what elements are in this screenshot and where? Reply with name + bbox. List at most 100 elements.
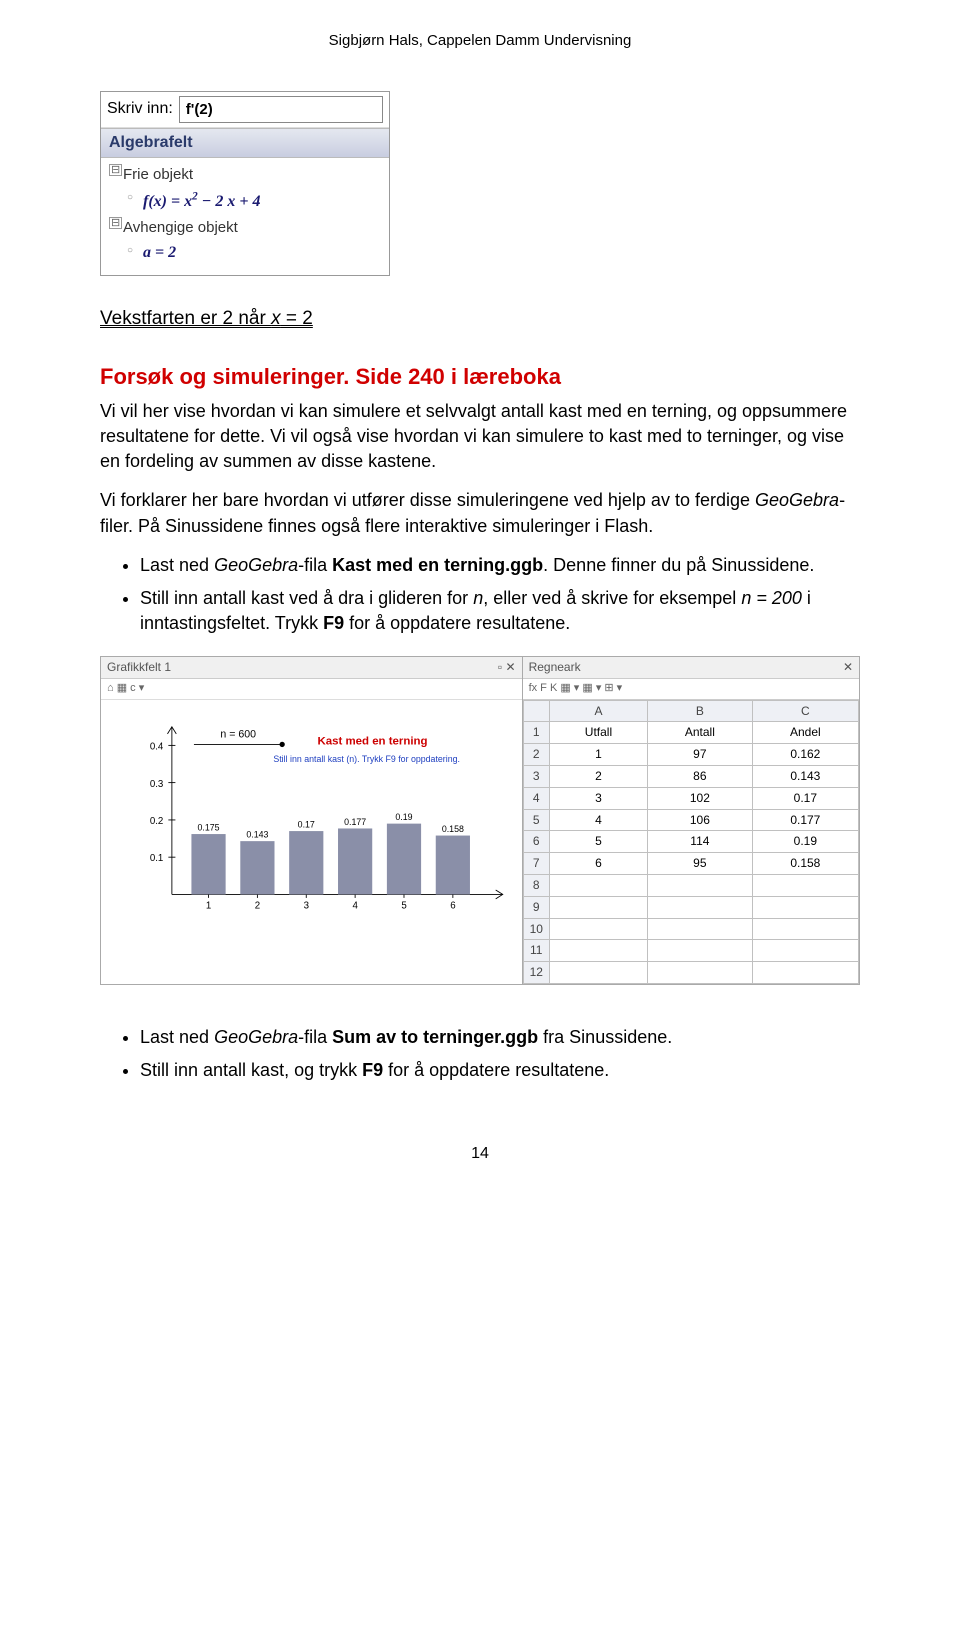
cell[interactable] — [752, 874, 858, 896]
row-number[interactable]: 7 — [523, 853, 549, 875]
bullet-1a: Last ned GeoGebra-fila Kast med en terni… — [140, 553, 860, 578]
cell[interactable]: 0.162 — [752, 744, 858, 766]
row-number[interactable]: 11 — [523, 940, 549, 962]
svg-text:0.3: 0.3 — [150, 778, 163, 789]
formula-text: f(x) = x2 − 2 x + 4 — [143, 193, 261, 210]
text: for å oppdatere resultatene. — [383, 1060, 609, 1080]
text: F9 — [323, 613, 344, 633]
cell[interactable]: Antall — [648, 722, 753, 744]
table-row[interactable]: 8 — [523, 874, 858, 896]
page-number: 14 — [100, 1143, 860, 1165]
bullet-list-1: Last ned GeoGebra-fila Kast med en terni… — [100, 553, 860, 637]
cell[interactable]: 114 — [648, 831, 753, 853]
cell[interactable]: 0.158 — [752, 853, 858, 875]
algebra-input[interactable]: f'(2) — [179, 96, 383, 123]
cell[interactable] — [752, 918, 858, 940]
svg-text:Kast med en terning: Kast med en terning — [317, 735, 427, 747]
text: n — [473, 588, 483, 608]
text: Sum av to terninger.ggb — [332, 1027, 538, 1047]
cell[interactable]: 95 — [648, 853, 753, 875]
table-row[interactable]: 1UtfallAntallAndel — [523, 722, 858, 744]
cell[interactable]: 102 — [648, 787, 753, 809]
column-header[interactable] — [523, 700, 549, 722]
table-row[interactable]: 11 — [523, 940, 858, 962]
table-row[interactable]: 32860.143 — [523, 765, 858, 787]
cell[interactable] — [648, 918, 753, 940]
input-label: Skriv inn: — [107, 98, 173, 120]
cell[interactable]: 86 — [648, 765, 753, 787]
cell[interactable] — [549, 918, 647, 940]
row-number[interactable]: 9 — [523, 896, 549, 918]
cell[interactable]: 4 — [549, 809, 647, 831]
row-number[interactable]: 8 — [523, 874, 549, 896]
table-row[interactable]: 431020.17 — [523, 787, 858, 809]
cell[interactable] — [648, 896, 753, 918]
cell[interactable] — [648, 962, 753, 984]
cell[interactable]: 3 — [549, 787, 647, 809]
text: . Denne finner du på Sinussidene. — [543, 555, 814, 575]
cell[interactable]: 2 — [549, 765, 647, 787]
table-row[interactable]: 21970.162 — [523, 744, 858, 766]
row-number[interactable]: 12 — [523, 962, 549, 984]
row-number[interactable]: 1 — [523, 722, 549, 744]
text: , eller ved å skrive for eksempel — [483, 588, 741, 608]
row-number[interactable]: 5 — [523, 809, 549, 831]
cell[interactable]: 106 — [648, 809, 753, 831]
row-number[interactable]: 4 — [523, 787, 549, 809]
graphics-pane-title: Grafikkfelt 1 ▫ ✕ — [101, 657, 522, 679]
bullet-list-2: Last ned GeoGebra-fila Sum av to terning… — [100, 1025, 860, 1083]
row-number[interactable]: 2 — [523, 744, 549, 766]
cell[interactable]: 0.17 — [752, 787, 858, 809]
row-number[interactable]: 3 — [523, 765, 549, 787]
text: -fila — [298, 1027, 332, 1047]
cell[interactable] — [648, 874, 753, 896]
text: Still inn antall kast ved å dra i glider… — [140, 588, 473, 608]
cell[interactable]: 5 — [549, 831, 647, 853]
column-header[interactable]: B — [648, 700, 753, 722]
table-row[interactable]: 541060.177 — [523, 809, 858, 831]
cell[interactable] — [752, 940, 858, 962]
text: GeoGebra — [214, 555, 298, 575]
cell[interactable] — [549, 940, 647, 962]
svg-text:0.158: 0.158 — [442, 824, 464, 834]
spreadsheet-table[interactable]: ABC 1UtfallAntallAndel21970.16232860.143… — [523, 700, 859, 984]
cell[interactable]: Utfall — [549, 722, 647, 744]
algebra-panel: Skriv inn: f'(2) Algebrafelt Frie objekt… — [100, 91, 390, 276]
cell[interactable] — [648, 940, 753, 962]
cell[interactable]: 97 — [648, 744, 753, 766]
cell[interactable]: Andel — [752, 722, 858, 744]
cell[interactable]: 0.177 — [752, 809, 858, 831]
free-objects-label: Frie objekt — [109, 162, 381, 187]
column-header[interactable]: A — [549, 700, 647, 722]
svg-text:2: 2 — [255, 900, 260, 911]
formula-item: f(x) = x2 − 2 x + 4 — [109, 187, 381, 215]
cell[interactable]: 6 — [549, 853, 647, 875]
table-row[interactable]: 10 — [523, 918, 858, 940]
table-row[interactable]: 9 — [523, 896, 858, 918]
column-header[interactable]: C — [752, 700, 858, 722]
table-row[interactable]: 76950.158 — [523, 853, 858, 875]
cell[interactable]: 0.143 — [752, 765, 858, 787]
sheet-toolbar[interactable]: fx F K ▦ ▾ ▦ ▾ ⊞ ▾ — [523, 679, 859, 699]
paragraph-1: Vi vil her vise hvordan vi kan simulere … — [100, 399, 860, 475]
text: F9 — [362, 1060, 383, 1080]
a-text: a = 2 — [143, 244, 176, 261]
text: Last ned — [140, 1027, 214, 1047]
table-row[interactable]: 651140.19 — [523, 831, 858, 853]
text: Kast med en terning.ggb — [332, 555, 543, 575]
table-row[interactable]: 12 — [523, 962, 858, 984]
text: fra Sinussidene. — [538, 1027, 672, 1047]
cell[interactable] — [549, 962, 647, 984]
cell[interactable] — [752, 896, 858, 918]
svg-text:Still inn antall kast (n). Try: Still inn antall kast (n). Trykk F9 for … — [273, 754, 460, 764]
cell[interactable] — [549, 896, 647, 918]
cell[interactable]: 1 — [549, 744, 647, 766]
row-number[interactable]: 10 — [523, 918, 549, 940]
graphics-toolbar[interactable]: ⌂ ▦ c ▾ — [101, 679, 522, 699]
cell[interactable] — [549, 874, 647, 896]
cell[interactable] — [752, 962, 858, 984]
paragraph-2: Vi forklarer her bare hvordan vi utfører… — [100, 488, 860, 538]
row-number[interactable]: 6 — [523, 831, 549, 853]
svg-text:0.2: 0.2 — [150, 815, 163, 826]
cell[interactable]: 0.19 — [752, 831, 858, 853]
